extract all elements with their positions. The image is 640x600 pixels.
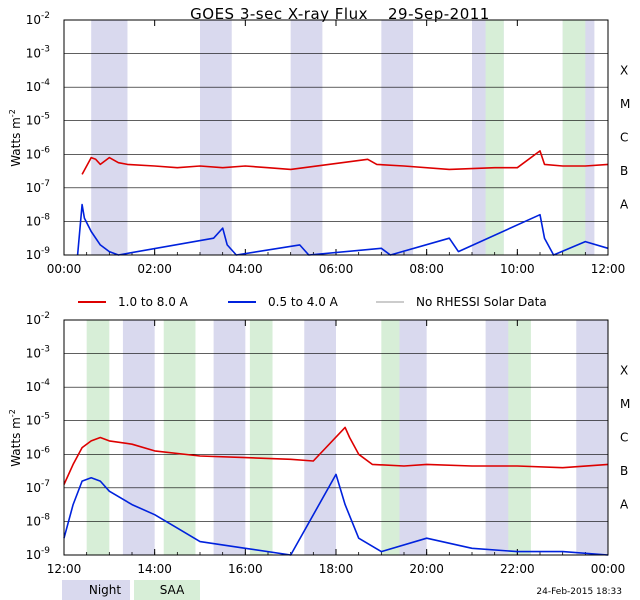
shading-legend: Night SAA: [62, 580, 200, 600]
y-tick-label: 10-9: [26, 246, 51, 262]
plot-frame: [63, 319, 609, 556]
top-panel-morning: 10-2 10-3 10-4 10-5 10-6 10-7 10-8 10-9 X M C B A 00:…: [26, 11, 631, 276]
night-legend-swatch: [62, 580, 130, 600]
x-tick-label: 18:00: [319, 562, 354, 576]
night-band: [91, 20, 128, 255]
footer-timestamp: 24-Feb-2015 18:33: [536, 587, 622, 597]
y-tick-label: 10-8: [26, 512, 51, 528]
y-tick-label: 10-2: [26, 11, 50, 27]
y-tick-label: 10-2: [26, 311, 50, 327]
legend-item-short-channel: 0.5 to 4.0 A: [228, 295, 339, 309]
legend-item-no-rhessi: No RHESSI Solar Data: [376, 295, 547, 309]
saa-legend-swatch: [134, 580, 200, 600]
night-legend-label: Night: [89, 583, 122, 597]
flare-class-label: X: [620, 363, 628, 377]
x-tick-label: 00:00: [47, 262, 82, 276]
flare-class-label: A: [620, 498, 629, 512]
x-tick-label: 12:00: [591, 262, 626, 276]
night-band: [394, 320, 427, 555]
y-tick-label: 10-3: [26, 345, 50, 361]
flare-class-label: X: [620, 63, 628, 77]
y-tick-label: 10-5: [26, 412, 50, 428]
x-tick-label: 10:00: [500, 262, 535, 276]
x-tick-label: 00:00: [591, 562, 626, 576]
series-long-channel: [63, 426, 609, 485]
y-tick-label: 10-7: [26, 179, 50, 195]
legend-label-no-rhessi: No RHESSI Solar Data: [416, 295, 547, 309]
y-axis-label-bottom: Watts m-2: [8, 409, 23, 467]
plot-frame: [63, 19, 609, 256]
saa-band: [485, 20, 504, 255]
y-tick-label: 10-9: [26, 546, 51, 562]
night-band: [576, 320, 608, 555]
night-band: [122, 320, 155, 555]
flare-class-label: M: [620, 97, 630, 111]
saa-band: [163, 320, 196, 555]
bottom-panel-afternoon: 10-2 10-3 10-4 10-5 10-6 10-7 10-8 10-9 X M C B A 12:…: [26, 311, 631, 576]
flare-class-label: C: [620, 431, 628, 445]
night-band: [304, 320, 336, 555]
saa-band: [86, 320, 110, 555]
saa-band: [249, 320, 273, 555]
y-tick-label: 10-6: [26, 145, 51, 161]
flare-class-label: C: [620, 131, 628, 145]
chart-title: GOES 3-sec X-ray Flux 29-Sep-2011: [190, 5, 490, 23]
saa-band: [381, 320, 400, 555]
series-short-channel: [63, 473, 609, 556]
x-tick-label: 02:00: [137, 262, 172, 276]
legend: 1.0 to 8.0 A 0.5 to 4.0 A No RHESSI Sola…: [78, 295, 547, 309]
x-tick-label: 22:00: [500, 562, 535, 576]
saa-legend-label: SAA: [160, 583, 185, 597]
night-band: [290, 20, 323, 255]
x-tick-label: 12:00: [47, 562, 82, 576]
flare-class-label: B: [620, 164, 628, 178]
night-band: [200, 20, 232, 255]
legend-label-short: 0.5 to 4.0 A: [268, 295, 339, 309]
legend-item-long-channel: 1.0 to 8.0 A: [78, 295, 189, 309]
flare-class-label: M: [620, 397, 630, 411]
saa-band: [508, 320, 531, 555]
y-tick-label: 10-4: [26, 78, 51, 94]
y-tick-label: 10-4: [26, 378, 51, 394]
y-tick-label: 10-6: [26, 445, 51, 461]
flare-class-label: A: [620, 198, 629, 212]
x-tick-label: 20:00: [409, 562, 444, 576]
night-band: [381, 20, 414, 255]
night-band: [213, 320, 246, 555]
y-tick-label: 10-8: [26, 212, 51, 228]
series-long-channel: [81, 150, 609, 175]
y-axis-label-top: Watts m-2: [8, 109, 23, 167]
y-tick-label: 10-5: [26, 112, 50, 128]
y-tick-label: 10-7: [26, 479, 50, 495]
x-tick-label: 16:00: [228, 562, 263, 576]
x-tick-label: 08:00: [409, 262, 444, 276]
x-tick-label: 04:00: [228, 262, 263, 276]
x-tick-label: 14:00: [137, 562, 172, 576]
saa-band: [562, 20, 586, 255]
x-tick-label: 06:00: [319, 262, 354, 276]
flare-class-label: B: [620, 464, 628, 478]
y-tick-label: 10-3: [26, 45, 50, 61]
series-short-channel: [76, 203, 609, 256]
legend-label-long: 1.0 to 8.0 A: [118, 295, 189, 309]
